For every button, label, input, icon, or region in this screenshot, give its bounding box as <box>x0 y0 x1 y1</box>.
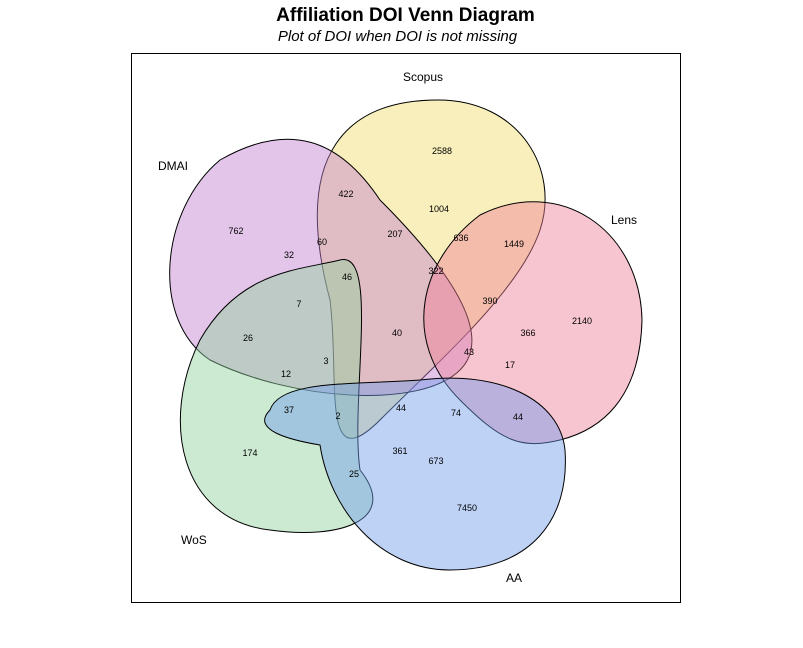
region-label: 25 <box>349 469 359 479</box>
region-label: 422 <box>338 189 353 199</box>
set-shape-lens <box>423 201 643 445</box>
region-labels: 2588 422 1004 762 60 207 636 1449 32 46 … <box>228 146 592 513</box>
region-label: 2 <box>335 411 340 421</box>
region-label: 1449 <box>504 239 524 249</box>
set-shape-dmai <box>169 138 473 396</box>
set-shape-aa <box>264 377 566 571</box>
region-label: 390 <box>482 296 497 306</box>
region-label: 366 <box>520 328 535 338</box>
region-label: 74 <box>451 408 461 418</box>
region-label: 32 <box>284 250 294 260</box>
set-label-scopus: Scopus <box>403 70 443 84</box>
set-label-dmai: DMAI <box>158 159 188 173</box>
set-labels: Scopus DMAI Lens WoS AA <box>158 70 637 585</box>
region-label: 361 <box>392 446 407 456</box>
region-label: 7450 <box>457 503 477 513</box>
region-label: 12 <box>281 369 291 379</box>
region-label: 7 <box>296 299 301 309</box>
region-label: 1004 <box>429 204 449 214</box>
region-label: 762 <box>228 226 243 236</box>
region-label: 673 <box>428 456 443 466</box>
region-label: 44 <box>513 412 523 422</box>
region-label: 44 <box>396 403 406 413</box>
set-shape-scopus <box>316 99 546 439</box>
region-label: 26 <box>243 333 253 343</box>
region-label: 207 <box>387 229 402 239</box>
region-label: 322 <box>428 266 443 276</box>
region-label: 17 <box>505 360 515 370</box>
region-label: 2140 <box>572 316 592 326</box>
region-label: 174 <box>242 448 257 458</box>
region-label: 46 <box>342 272 352 282</box>
region-label: 2588 <box>432 146 452 156</box>
set-label-aa: AA <box>506 571 522 585</box>
set-label-lens: Lens <box>611 213 637 227</box>
region-label: 37 <box>284 405 294 415</box>
region-label: 636 <box>453 233 468 243</box>
diagram-subtitle: Plot of DOI when DOI is not missing <box>277 28 518 45</box>
region-label: 43 <box>464 347 474 357</box>
venn-sets <box>169 99 643 571</box>
set-label-wos: WoS <box>181 533 207 547</box>
diagram-title: Affiliation DOI Venn Diagram <box>276 5 535 26</box>
region-label: 40 <box>392 328 402 338</box>
plot-frame <box>131 53 681 603</box>
region-label: 60 <box>317 237 327 247</box>
region-label: 3 <box>323 356 328 366</box>
